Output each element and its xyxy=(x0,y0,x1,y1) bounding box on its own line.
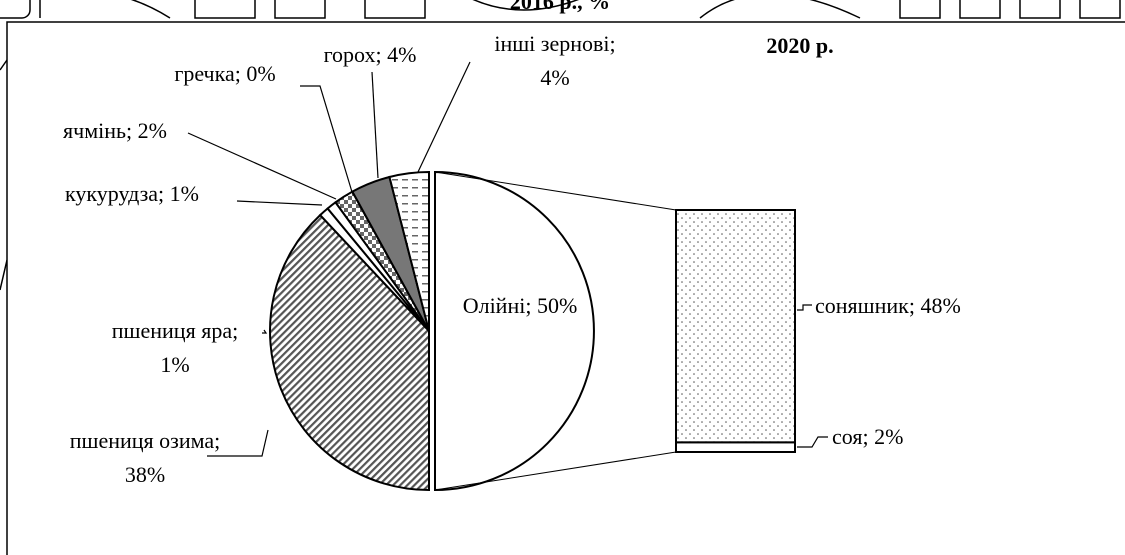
bar-segment xyxy=(675,209,796,444)
leader-line xyxy=(797,304,812,311)
data-label: гречка; 0% xyxy=(174,61,275,86)
data-label: кукурудза; 1% xyxy=(65,181,199,206)
leader-line xyxy=(797,436,828,448)
leader-line xyxy=(371,71,379,179)
data-label: соняшник; 48% xyxy=(815,293,961,318)
data-label: інші зернові; xyxy=(494,31,615,56)
leader-line xyxy=(187,132,337,200)
data-label: 1% xyxy=(160,352,189,377)
connector-line xyxy=(434,451,677,491)
leader-line xyxy=(207,429,269,457)
data-label: пшениця озима; xyxy=(70,428,221,453)
leader-line xyxy=(300,85,353,193)
chart-title: 2016 р., % xyxy=(510,0,610,14)
pie-slice xyxy=(388,170,430,332)
bar-segment xyxy=(675,441,796,454)
leader-line xyxy=(236,200,323,206)
connector-line xyxy=(434,171,677,211)
background-outlines xyxy=(0,0,1121,291)
data-label: 38% xyxy=(125,462,165,487)
chart-subtitle: 2020 р. xyxy=(766,33,833,58)
leader-line xyxy=(417,61,471,173)
data-label: 4% xyxy=(540,65,569,90)
leader-line xyxy=(262,329,268,334)
data-label: горох; 4% xyxy=(324,42,417,67)
pie-slice xyxy=(434,170,595,492)
data-label: Олійні; 50% xyxy=(463,293,578,318)
data-label: пшениця яра; xyxy=(112,318,238,343)
data-label: соя; 2% xyxy=(832,424,903,449)
pie-slice xyxy=(269,213,430,492)
data-label: ячмінь; 2% xyxy=(63,118,167,143)
